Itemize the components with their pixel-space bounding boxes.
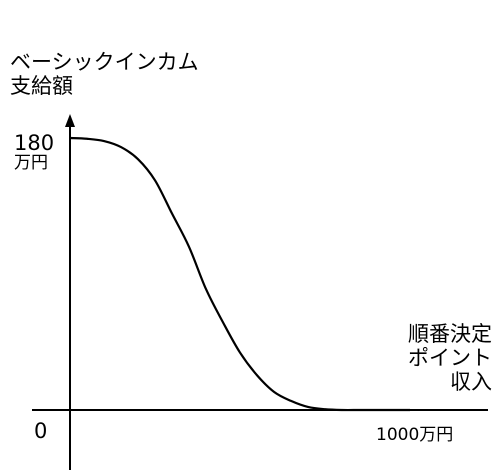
y-axis-label-line-2: 支給額: [10, 74, 73, 99]
y-tick-label-unit: 万円: [14, 153, 48, 173]
y-axis-arrowhead: [65, 114, 75, 127]
y-tick-label-value: 180: [14, 131, 55, 155]
x-axis-label-line-2: ポイント: [408, 346, 492, 371]
origin-label: 0: [34, 419, 48, 443]
x-tick-label-max: 1000万円: [376, 425, 454, 445]
y-axis-label: ベーシックインカム 支給額: [10, 50, 199, 98]
y-axis-label-line-1: ベーシックインカム: [10, 50, 199, 74]
x-axis-label: 順番決定 ポイント 収入: [408, 322, 492, 394]
x-axis-label-line-1: 順番決定: [408, 322, 492, 346]
x-axis-label-line-3: 収入: [450, 370, 492, 395]
chart-series-line: [69, 136, 410, 412]
